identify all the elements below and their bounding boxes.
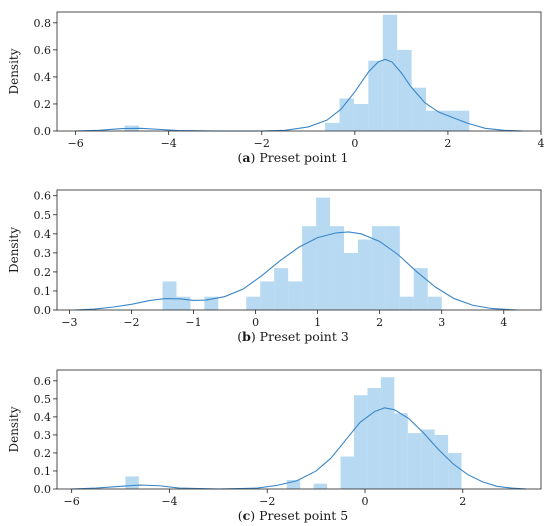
y-axis-label: Density: [7, 227, 21, 273]
panel-caption: (b) Preset point 3: [237, 329, 349, 344]
histogram-bar: [368, 60, 383, 131]
kde-line: [75, 231, 517, 311]
x-tick-label: −6: [64, 495, 80, 508]
x-tick-label: 3: [438, 316, 445, 329]
y-tick-label: 0.2: [34, 98, 52, 111]
y-axis-label: Density: [7, 48, 21, 94]
x-tick-label: −6: [68, 137, 84, 150]
y-tick-label: 0.4: [34, 71, 52, 84]
histogram-bar: [394, 413, 408, 489]
histogram-bar: [313, 483, 328, 489]
histogram-bar: [380, 377, 395, 489]
y-tick-label: 0.1: [34, 285, 52, 298]
x-tick-label: −4: [161, 495, 177, 508]
histogram-bar: [302, 226, 317, 310]
y-tick-label: 0.1: [34, 465, 52, 478]
y-tick-label: 0.2: [34, 447, 52, 460]
x-tick-label: −2: [123, 316, 139, 329]
histogram-bar: [354, 395, 368, 489]
y-tick-label: 0.0: [34, 304, 52, 317]
x-tick-label: 4: [538, 137, 545, 150]
x-tick-label: 0: [252, 316, 259, 329]
histogram-bar: [397, 49, 412, 131]
axes-frame: [56, 369, 542, 490]
x-tick-label: 2: [459, 495, 466, 508]
histogram-bar: [399, 296, 414, 310]
histogram-bar: [274, 268, 289, 310]
axes-frame: [56, 189, 542, 311]
panel-c: −6 −4 −2 0 2 0.0 0.1 0.2 0.3 0.4 0.5 0.6 Density (c) …: [7, 369, 542, 523]
histogram-bar: [371, 226, 386, 310]
histogram-bar: [426, 110, 441, 131]
y-tick-label: 0.4: [34, 228, 52, 241]
y-tick-label: 0.6: [34, 190, 52, 203]
x-tick-label: 1: [314, 316, 321, 329]
histogram-bar: [427, 296, 442, 310]
histogram-bar: [325, 122, 340, 131]
x-tick-label: 2: [444, 137, 451, 150]
y-tick-label: 0.6: [34, 375, 52, 388]
histogram-bar: [353, 103, 369, 131]
y-tick-label: 0.0: [34, 483, 52, 496]
y-tick-label: 0.0: [34, 125, 52, 138]
histogram-bar: [448, 452, 462, 489]
histogram-bar: [421, 429, 435, 489]
panel-a: −6 −4 −2 0 2 4 0.0 0.2 0.4 0.6 0.8 Density (a) Prese…: [7, 11, 545, 165]
y-tick-label: 0.5: [34, 209, 52, 222]
histogram-bar: [288, 281, 303, 310]
x-tick-label: 2: [376, 316, 383, 329]
histogram-bar: [286, 479, 301, 489]
y-tick-label: 0.6: [34, 44, 52, 57]
histogram-bar: [246, 296, 261, 310]
histogram-bar: [343, 252, 358, 310]
histogram-bar: [162, 281, 177, 310]
histogram-bar: [440, 110, 455, 131]
histogram-bar: [316, 197, 331, 310]
x-tick-label: −2: [254, 137, 270, 150]
y-tick-label: 0.8: [34, 17, 52, 30]
y-tick-label: 0.5: [34, 393, 52, 406]
x-tick-label: −4: [161, 137, 177, 150]
x-tick-label: 4: [500, 316, 507, 329]
histogram-bar: [367, 388, 381, 489]
histogram-bar: [385, 226, 400, 310]
histogram-bar: [125, 476, 139, 489]
x-tick-label: −1: [185, 316, 201, 329]
histogram-bar: [411, 87, 427, 131]
y-tick-label: 0.2: [34, 266, 52, 279]
panel-caption: (c) Preset point 5: [238, 508, 348, 523]
histogram-bar: [330, 226, 344, 310]
kde-line: [71, 407, 527, 490]
histogram-bar: [340, 456, 354, 489]
y-tick-label: 0.3: [34, 247, 52, 260]
x-tick-label: −2: [259, 495, 275, 508]
kde-line: [75, 58, 523, 132]
x-tick-label: 0: [351, 137, 358, 150]
axes-frame: [56, 11, 542, 132]
panel-caption: (a) Preset point 1: [238, 150, 349, 165]
y-axis-label: Density: [7, 406, 21, 452]
y-tick-label: 0.4: [34, 411, 52, 424]
y-tick-label: 0.3: [34, 429, 52, 442]
histogram-bar: [357, 239, 372, 310]
x-tick-label: −3: [61, 316, 77, 329]
histogram-bar: [407, 433, 422, 489]
x-tick-label: 0: [362, 495, 369, 508]
histogram-bar: [339, 98, 354, 131]
histogram-bar: [260, 281, 275, 310]
panel-b: −3 −2 −1 0 1 2 3 4 0.0 0.1 0.2 0.3 0.4 0.5 0.6 Density (…: [7, 189, 542, 344]
histogram-bar: [434, 434, 449, 489]
histogram-bar: [382, 14, 398, 132]
